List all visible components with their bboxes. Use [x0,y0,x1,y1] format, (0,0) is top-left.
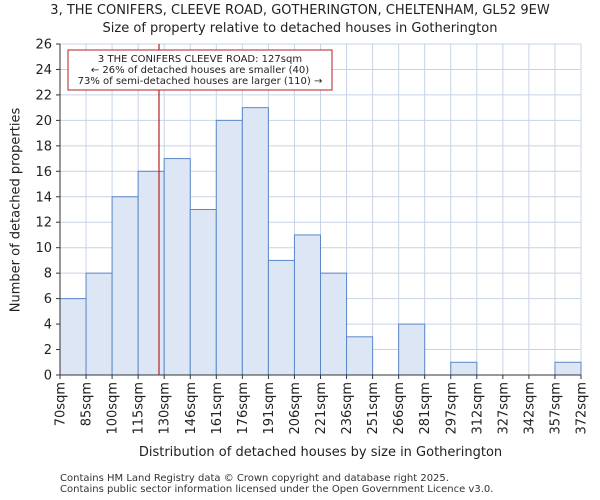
footer: Contains HM Land Registry data © Crown c… [60,473,493,495]
histogram-bar [163,158,191,376]
x-tick-label: 115sqm [132,382,147,435]
x-tick-label: 191sqm [262,382,277,435]
histogram-bar [293,234,322,376]
x-tick-label: 130sqm [158,382,173,435]
annotation-box [67,49,333,91]
chart-title: 3, THE CONIFERS, CLEEVE ROAD, GOTHERINGT… [50,3,550,18]
x-tick-label: 342sqm [522,382,537,435]
histogram-bar [111,196,139,376]
histogram-bar [450,361,478,376]
x-tick-label: 100sqm [106,382,121,435]
histogram-bar [59,298,87,376]
y-tick-label: 0 [44,369,52,384]
x-tick-label: 161sqm [210,382,225,435]
x-tick-label: 85sqm [80,382,95,426]
histogram-bar [554,361,582,376]
y-tick-label: 22 [35,88,52,103]
x-tick-label: 176sqm [236,382,251,435]
histogram-bar [85,272,113,376]
x-tick-label: 236sqm [340,382,355,435]
histogram-bar [320,272,348,376]
x-axis-label: Distribution of detached houses by size … [138,445,503,460]
y-tick-label: 6 [44,292,52,307]
x-tick-label: 146sqm [184,382,199,435]
y-tick-label: 26 [35,38,52,53]
y-tick-label: 18 [35,139,52,154]
histogram-bar [346,336,374,376]
y-tick-label: 16 [35,165,52,180]
y-axis-label-container: Number of detached properties [6,44,26,376]
x-tick-label: 70sqm [54,382,69,426]
annotation-line: 73% of semi-detached houses are larger (… [78,76,323,87]
x-tick-label: 221sqm [314,382,329,435]
histogram-bar [215,119,243,376]
x-tick-label: 372sqm [575,382,590,435]
y-tick-label: 2 [44,343,52,358]
x-tick-label: 206sqm [288,382,303,435]
x-tick-label: 357sqm [548,382,563,435]
footer-line-1: Contains HM Land Registry data © Crown c… [60,473,449,484]
annotation-line: ← 26% of detached houses are smaller (40… [91,65,309,76]
footer-line-2: Contains public sector information licen… [60,484,494,495]
x-tick-label: 312sqm [470,382,485,435]
x-tick-label: 251sqm [366,382,381,435]
y-tick-label: 10 [35,241,52,256]
x-tick-label: 297sqm [444,382,459,435]
x-tick-label: 266sqm [392,382,407,435]
histogram-bar [137,170,165,376]
x-tick-label: 281sqm [418,382,433,435]
y-tick-label: 24 [35,63,52,78]
chart-subtitle: Size of property relative to detached ho… [102,21,498,36]
annotation-line: 3 THE CONIFERS CLEEVE ROAD: 127sqm [98,54,302,65]
x-tick-label: 327sqm [496,382,511,435]
y-tick-label: 4 [44,318,52,333]
y-tick-label: 8 [44,267,52,282]
y-axis-label: Number of detached properties [8,107,24,313]
histogram-bar [267,259,295,376]
histogram-bar [398,323,426,376]
histogram-bar [241,107,269,376]
histogram-bar [189,209,217,376]
y-tick-label: 12 [35,216,52,231]
y-tick-label: 20 [35,114,52,129]
y-tick-label: 14 [35,190,52,205]
